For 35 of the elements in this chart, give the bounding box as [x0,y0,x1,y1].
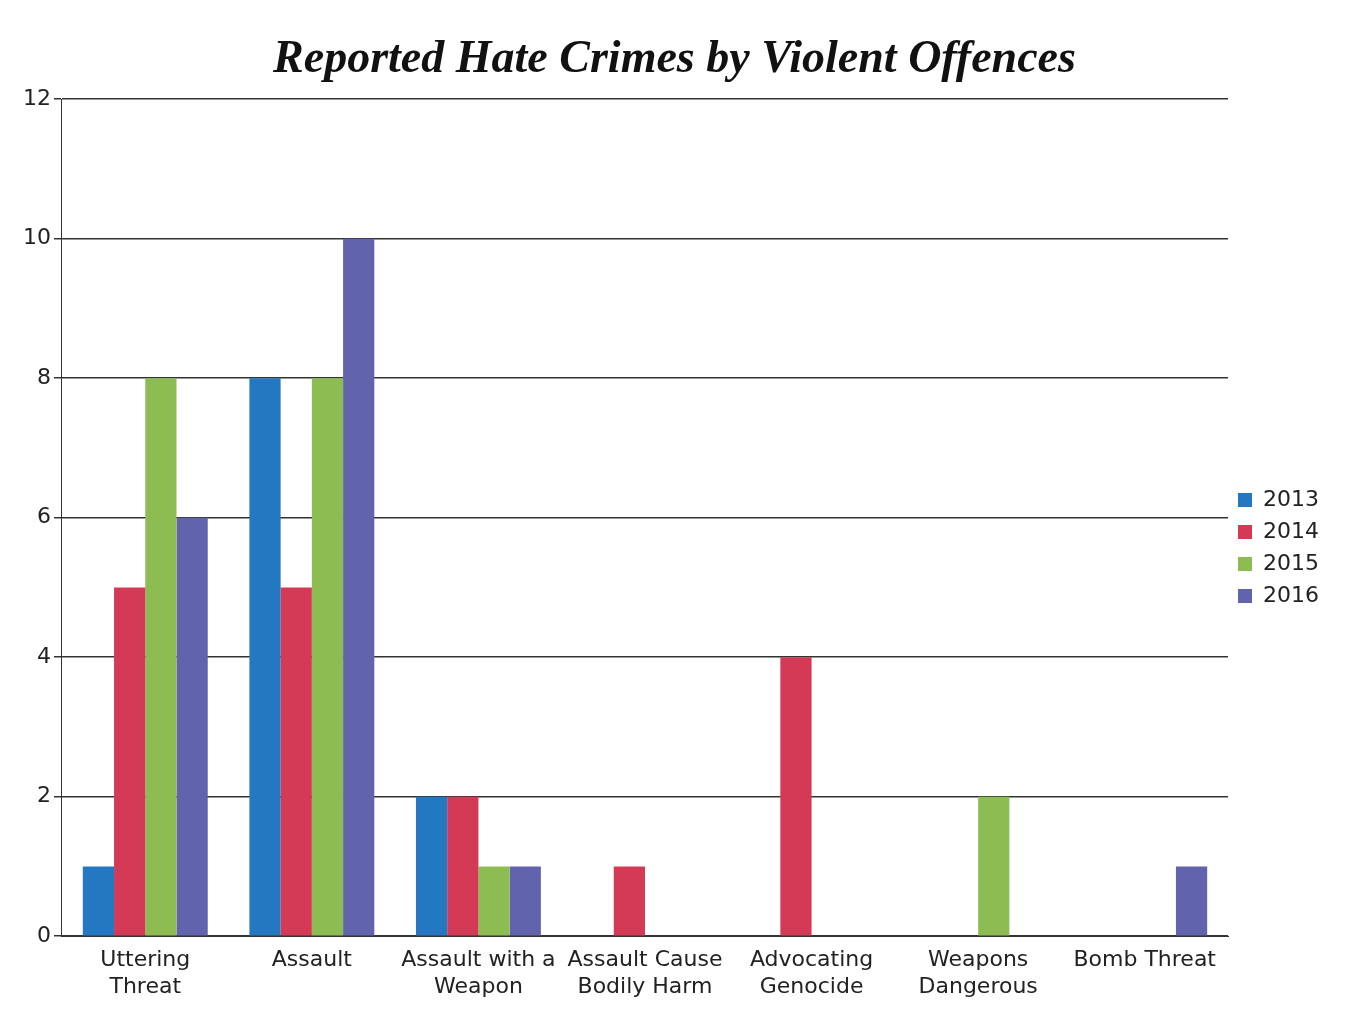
y-tick-label: 8 [36,363,51,389]
bar [343,238,375,936]
y-tick-label: 6 [36,503,51,529]
bar [1175,866,1208,936]
bar [978,796,1010,936]
bar [145,378,177,936]
x-tick-label: Uttering Threat [100,946,191,998]
x-tick-label: Assault [271,946,353,972]
bar [114,587,146,936]
bar [478,866,510,936]
y-tick-label: 2 [36,782,51,808]
bar [311,378,344,936]
x-tick-label: Assault with a Weapon [401,946,556,998]
bar [280,587,312,936]
x-tick-label: Assault Cause Bodily Harm [567,946,723,998]
x-tick-label: Advocating Genocide [749,946,874,998]
legend-label: 2015 [1263,549,1320,575]
x-tick-label: Bomb Threat [1073,946,1217,972]
x-tick-label: Weapons Dangerous [918,946,1038,998]
y-tick-label: 10 [22,224,51,250]
y-tick-label: 0 [36,921,51,947]
y-tick-label: 4 [36,642,51,668]
legend-label: 2013 [1263,485,1320,511]
bar [176,517,208,936]
bar [415,796,448,936]
chart-title: Reported Hate Crimes by Violent Offences [272,30,1077,83]
bar [613,866,645,936]
bar [82,866,115,936]
y-tick-label: 12 [22,84,51,110]
bar [780,657,812,936]
legend-label: 2014 [1263,517,1320,543]
bar [509,866,541,936]
bar [249,378,281,936]
legend-label: 2016 [1263,581,1320,607]
bar [447,796,479,936]
